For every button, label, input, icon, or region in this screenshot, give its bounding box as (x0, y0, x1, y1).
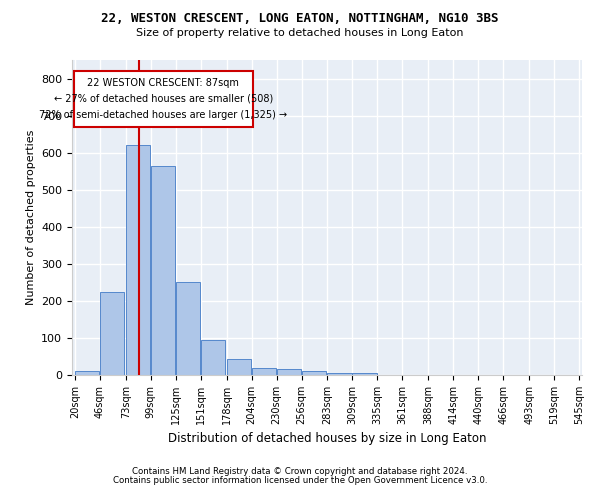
Y-axis label: Number of detached properties: Number of detached properties (26, 130, 35, 305)
Bar (176, 282, 200, 375)
X-axis label: Distribution of detached houses by size in Long Eaton: Distribution of detached houses by size … (168, 432, 486, 446)
Bar (126, 145, 150, 375)
Bar (251, 368, 276, 375)
Text: 22, WESTON CRESCENT, LONG EATON, NOTTINGHAM, NG10 3BS: 22, WESTON CRESCENT, LONG EATON, NOTTING… (101, 12, 499, 26)
Bar (151, 166, 175, 375)
Bar (100, 292, 124, 375)
Bar (75, 372, 100, 375)
Bar (201, 340, 225, 375)
Text: 22 WESTON CRESCENT: 87sqm
← 27% of detached houses are smaller (508)
72% of semi: 22 WESTON CRESCENT: 87sqm ← 27% of detac… (39, 78, 287, 120)
Text: Contains public sector information licensed under the Open Government Licence v3: Contains public sector information licen… (113, 476, 487, 485)
Bar (352, 373, 377, 375)
Bar (302, 370, 326, 375)
Bar (277, 368, 301, 375)
Text: Contains HM Land Registry data © Crown copyright and database right 2024.: Contains HM Land Registry data © Crown c… (132, 467, 468, 476)
Text: Size of property relative to detached houses in Long Eaton: Size of property relative to detached ho… (136, 28, 464, 38)
Bar (227, 360, 251, 375)
Bar (328, 373, 352, 375)
FancyBboxPatch shape (74, 71, 253, 126)
